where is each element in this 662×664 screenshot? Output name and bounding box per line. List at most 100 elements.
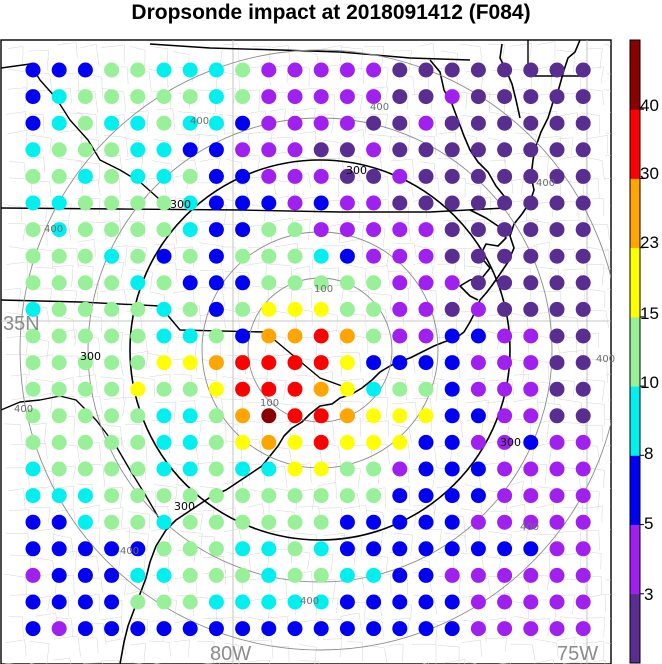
impact-dot: [444, 541, 460, 557]
impact-dot: [208, 434, 224, 450]
impact-dot: [392, 142, 408, 158]
latitude-label-35n: 35N: [3, 313, 40, 335]
county-line: [295, 247, 314, 270]
ring-label: 400: [120, 546, 139, 557]
impact-dot: [575, 621, 591, 637]
impact-dot: [497, 355, 513, 371]
county-line: [341, 46, 363, 71]
county-line: [7, 87, 27, 106]
impact-dot: [523, 62, 539, 78]
impact-dot: [77, 434, 93, 450]
impact-dot: [366, 168, 382, 184]
impact-dot: [339, 408, 355, 424]
county-line: [393, 220, 411, 242]
impact-dot: [523, 168, 539, 184]
county-line: [130, 662, 143, 664]
county-line: [395, 242, 417, 258]
county-line: [244, 310, 261, 330]
impact-dot: [25, 222, 41, 238]
impact-dot: [366, 248, 382, 264]
impact-dot: [287, 142, 303, 158]
county-line: [584, 358, 608, 383]
impact-dot: [261, 514, 277, 530]
impact-dot: [497, 434, 513, 450]
impact-dot: [497, 381, 513, 397]
impact-dot: [523, 381, 539, 397]
impact-dot: [392, 434, 408, 450]
county-line: [584, 593, 607, 613]
colorbar-tick-label: 30: [640, 164, 659, 183]
impact-dot: [523, 434, 539, 450]
impact-dot: [549, 62, 565, 78]
county-line: [77, 112, 97, 135]
impact-dot: [235, 567, 251, 583]
county-line: [393, 532, 414, 556]
impact-dot: [418, 275, 434, 291]
county-line: [293, 265, 311, 281]
impact-dot: [575, 89, 591, 105]
county-line: [10, 374, 28, 389]
impact-dot: [523, 541, 539, 557]
impact-dot: [156, 355, 172, 371]
impact-dot: [208, 115, 224, 131]
county-line: [322, 638, 343, 658]
impact-dot: [130, 222, 146, 238]
county-line: [57, 509, 77, 525]
county-line: [28, 156, 45, 172]
impact-dot: [182, 62, 198, 78]
impact-dot: [287, 222, 303, 238]
impact-dot: [104, 142, 120, 158]
impact-dot: [77, 222, 93, 238]
impact-dot: [25, 275, 41, 291]
impact-dot: [182, 381, 198, 397]
county-line: [179, 530, 203, 556]
impact-dot: [444, 488, 460, 504]
county-line: [76, 161, 100, 185]
impact-dot: [182, 142, 198, 158]
impact-dot: [339, 168, 355, 184]
impact-dot: [156, 168, 172, 184]
county-line: [224, 181, 249, 201]
impact-dot: [25, 594, 41, 610]
colorbar-swatch: [630, 109, 640, 179]
impact-dot: [313, 514, 329, 530]
impact-dot: [156, 594, 172, 610]
county-line: [58, 377, 74, 393]
impact-dot: [208, 408, 224, 424]
county-line: [101, 616, 124, 633]
impact-dot: [339, 62, 355, 78]
county-line: [339, 612, 362, 632]
delmarva-shore: [499, 43, 521, 119]
impact-dot: [392, 381, 408, 397]
county-line: [53, 220, 71, 241]
impact-dot: [77, 89, 93, 105]
impact-dot: [497, 594, 513, 610]
impact-dot: [523, 408, 539, 424]
impact-dot: [366, 115, 382, 131]
county-line: [321, 45, 342, 63]
impact-dot: [208, 461, 224, 477]
impact-dot: [444, 142, 460, 158]
impact-dot: [25, 248, 41, 264]
colorbar-frame: [629, 39, 641, 664]
impact-dot: [235, 594, 251, 610]
county-line: [585, 402, 606, 427]
impact-dot: [418, 594, 434, 610]
impact-dot: [77, 461, 93, 477]
county-line: [437, 131, 457, 148]
impact-dot: [523, 142, 539, 158]
impact-dot: [392, 168, 408, 184]
ring-label: 400: [596, 354, 615, 365]
impact-dot: [130, 301, 146, 317]
impact-dot: [77, 168, 93, 184]
impact-dot: [51, 594, 67, 610]
impact-dot: [549, 275, 565, 291]
county-line: [105, 245, 128, 266]
impact-dot: [575, 195, 591, 211]
county-line: [509, 43, 533, 58]
impact-dot: [51, 301, 67, 317]
county-line: [296, 488, 315, 511]
impact-dot: [549, 488, 565, 504]
impact-dot: [575, 62, 591, 78]
